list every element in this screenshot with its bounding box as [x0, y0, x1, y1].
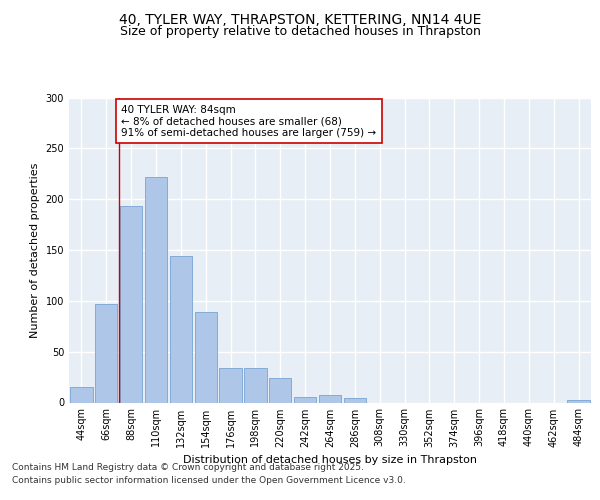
Text: Contains HM Land Registry data © Crown copyright and database right 2025.: Contains HM Land Registry data © Crown c…: [12, 464, 364, 472]
X-axis label: Distribution of detached houses by size in Thrapston: Distribution of detached houses by size …: [183, 455, 477, 465]
Bar: [170, 256, 192, 402]
Text: Contains public sector information licensed under the Open Government Licence v3: Contains public sector information licen…: [12, 476, 406, 485]
Bar: [145, 177, 167, 402]
Bar: [269, 378, 292, 402]
Bar: [120, 206, 142, 402]
Bar: [344, 398, 366, 402]
Bar: [319, 396, 341, 402]
Bar: [70, 387, 92, 402]
Bar: [220, 368, 242, 402]
Text: 40, TYLER WAY, THRAPSTON, KETTERING, NN14 4UE: 40, TYLER WAY, THRAPSTON, KETTERING, NN1…: [119, 12, 481, 26]
Y-axis label: Number of detached properties: Number of detached properties: [30, 162, 40, 338]
Bar: [294, 398, 316, 402]
Bar: [568, 400, 590, 402]
Text: 40 TYLER WAY: 84sqm
← 8% of detached houses are smaller (68)
91% of semi-detache: 40 TYLER WAY: 84sqm ← 8% of detached hou…: [121, 104, 376, 138]
Bar: [244, 368, 266, 402]
Bar: [194, 312, 217, 402]
Text: Size of property relative to detached houses in Thrapston: Size of property relative to detached ho…: [119, 25, 481, 38]
Bar: [95, 304, 118, 402]
